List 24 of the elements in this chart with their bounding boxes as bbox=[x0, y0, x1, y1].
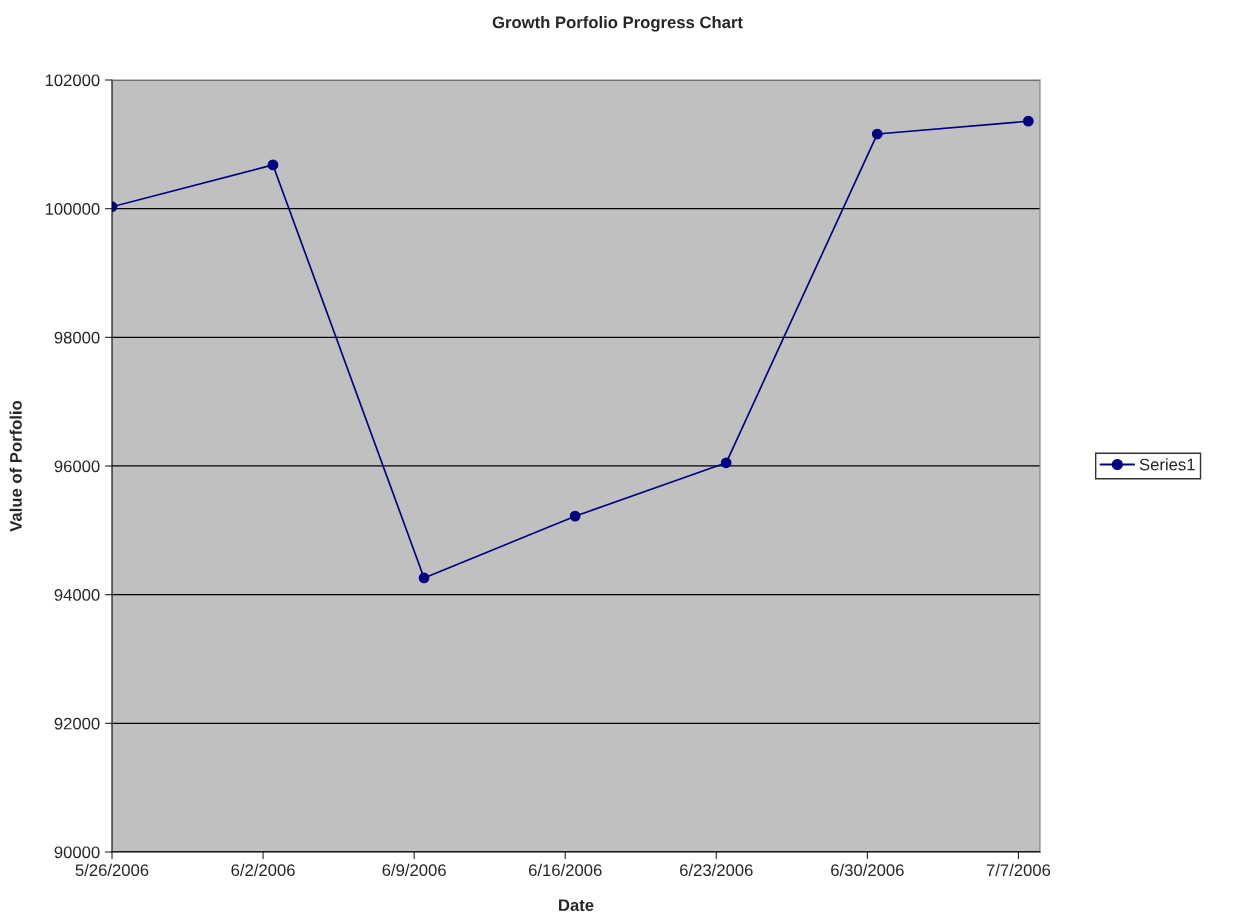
point bbox=[569, 510, 581, 522]
y-tick-label: 92000 bbox=[54, 717, 100, 730]
x-tick-label: 7/7/2006 bbox=[986, 863, 1051, 877]
chart-title: Growth Porfolio Progress Chart bbox=[492, 16, 743, 32]
y-tick-label: 100000 bbox=[45, 203, 100, 215]
point bbox=[1022, 115, 1034, 127]
x-tick-label: 6/30/2006 bbox=[831, 863, 904, 877]
x-tick-label: 6/16/2006 bbox=[528, 863, 602, 877]
point bbox=[267, 159, 279, 171]
point bbox=[720, 457, 732, 469]
x-axis-title: Date bbox=[559, 899, 594, 912]
x-tick-label: 6/2/2006 bbox=[231, 863, 295, 877]
legend-label: Series1 bbox=[1139, 458, 1195, 471]
y-tick-label: 98000 bbox=[54, 331, 100, 344]
y-tick-label: 102000 bbox=[45, 74, 100, 87]
y-tick-label: 94000 bbox=[54, 589, 100, 601]
y-tick-label: 96000 bbox=[54, 460, 100, 473]
x-tick-label: 6/23/2006 bbox=[680, 863, 753, 877]
point bbox=[871, 128, 883, 140]
point bbox=[418, 572, 430, 584]
x-tick-label: 5/26/2006 bbox=[75, 863, 149, 877]
y-tick-label: 90000 bbox=[54, 846, 100, 859]
y-axis-title: Value of Porfolio bbox=[9, 400, 22, 532]
x-tick-label: 6/9/2006 bbox=[382, 863, 446, 877]
